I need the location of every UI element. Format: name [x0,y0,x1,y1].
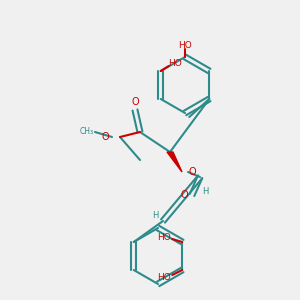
Text: H: H [202,188,208,196]
Text: HO: HO [158,274,171,283]
Text: O: O [188,167,196,177]
Text: HO: HO [168,58,182,68]
Text: O: O [101,132,109,142]
Text: CH₃: CH₃ [80,128,94,136]
Text: O: O [180,190,188,200]
Text: HO: HO [178,40,192,50]
Text: O: O [131,97,139,107]
Polygon shape [167,152,182,172]
Text: HO: HO [158,232,171,242]
Text: H: H [152,212,158,220]
